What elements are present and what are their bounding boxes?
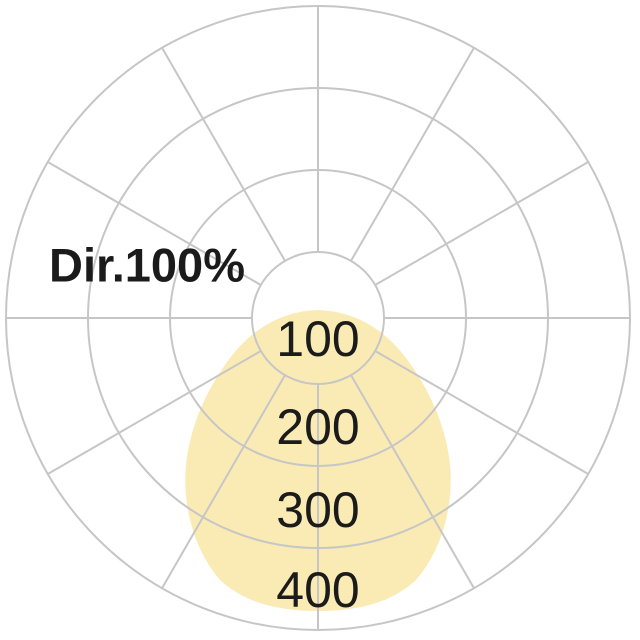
grid-spoke-300deg [47, 161, 262, 286]
ring-label-300: 300 [276, 482, 360, 538]
grid-spoke-150deg [350, 374, 475, 589]
direct-percentage-label: Dir.100% [49, 238, 245, 292]
grid-spoke-120deg [374, 350, 589, 475]
ring-label-400: 400 [276, 562, 360, 618]
grid-spoke-240deg [47, 350, 262, 475]
grid-spoke-30deg [350, 47, 475, 262]
ring-label-200: 200 [276, 399, 360, 455]
ring-label-100: 100 [276, 311, 360, 367]
grid-spoke-60deg [374, 161, 589, 286]
grid-spoke-330deg [161, 47, 286, 262]
grid-spoke-210deg [161, 374, 286, 589]
